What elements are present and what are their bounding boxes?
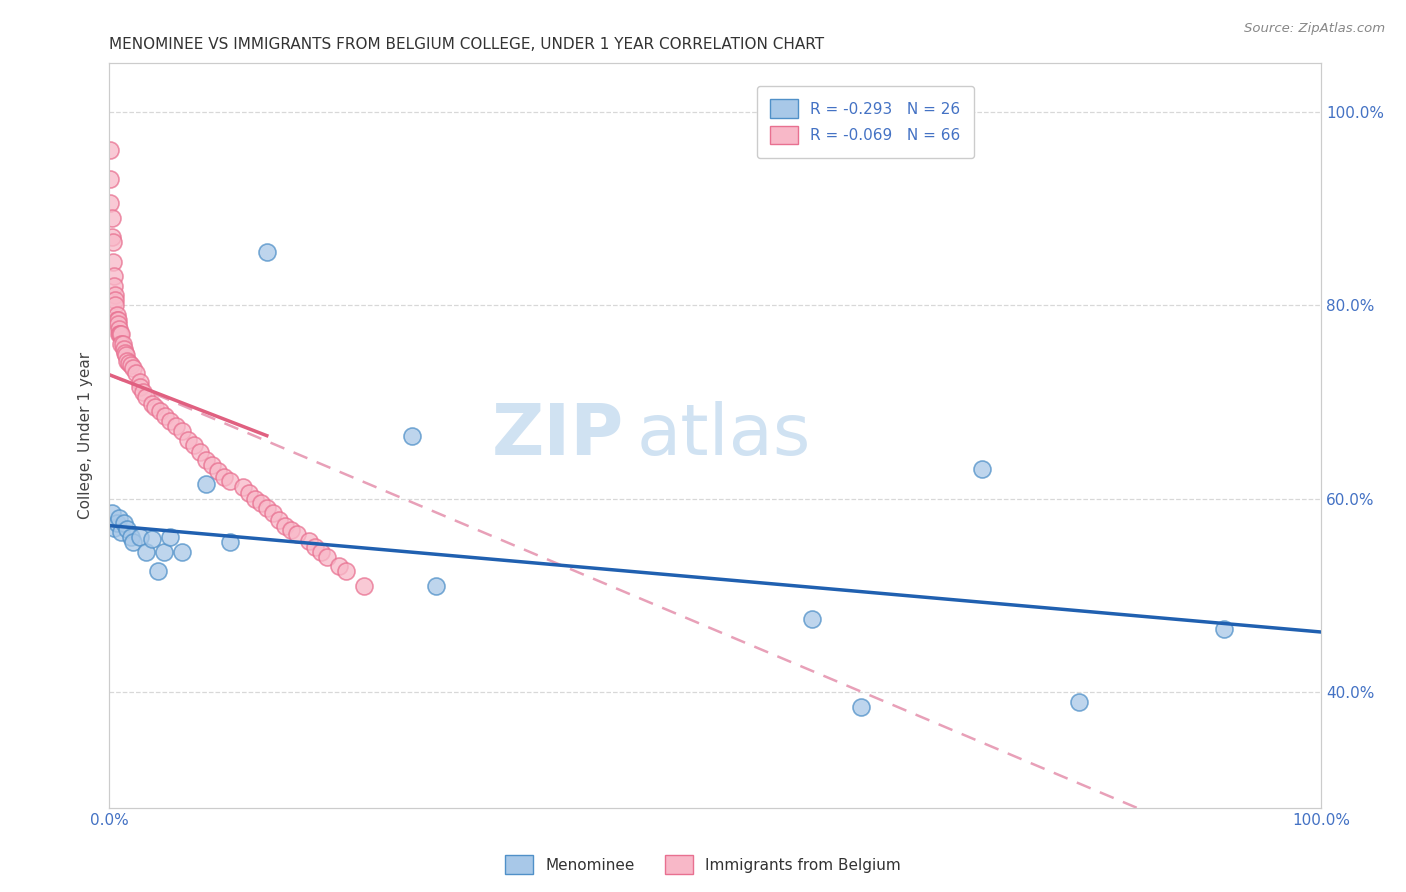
Point (100, 196, 122, 211)
Point (114, 346, 136, 360)
Y-axis label: College, Under 1 year: College, Under 1 year (79, 352, 93, 519)
Point (141, 397, 163, 411)
Point (274, 518, 297, 533)
Text: atlas: atlas (637, 401, 811, 470)
Point (101, 254, 124, 268)
Point (100, 211, 122, 225)
Point (112, 516, 135, 530)
Point (238, 485, 260, 500)
Point (100, 143, 122, 157)
Point (125, 366, 148, 380)
Point (104, 293, 127, 308)
Point (177, 434, 200, 448)
Point (335, 564, 357, 578)
Point (316, 549, 339, 564)
Point (122, 360, 145, 375)
Point (159, 414, 181, 428)
Point (104, 298, 127, 312)
Point (353, 578, 375, 592)
Point (298, 534, 321, 549)
Legend: R = -0.293   N = 26, R = -0.069   N = 66: R = -0.293 N = 26, R = -0.069 N = 66 (756, 86, 974, 158)
Point (849, 699, 872, 714)
Point (128, 376, 150, 390)
Point (103, 278, 125, 293)
Point (1067, 695, 1090, 709)
Point (107, 318, 129, 332)
Point (207, 465, 229, 479)
Point (152, 545, 174, 559)
Point (243, 491, 266, 506)
Point (111, 336, 134, 351)
Point (183, 438, 205, 452)
Point (219, 535, 242, 549)
Point (256, 501, 278, 516)
Point (188, 445, 211, 459)
Point (128, 530, 150, 544)
Point (120, 530, 142, 544)
Point (108, 322, 131, 336)
Point (267, 513, 290, 527)
Point (103, 268, 125, 283)
Point (146, 564, 169, 578)
Point (120, 358, 142, 372)
Point (143, 400, 166, 414)
Point (195, 477, 218, 491)
Point (112, 342, 135, 356)
Point (105, 516, 128, 530)
Point (117, 523, 139, 537)
Point (232, 480, 254, 494)
Point (110, 336, 132, 351)
Point (110, 327, 132, 342)
Point (110, 525, 132, 540)
Point (401, 428, 423, 442)
Point (107, 312, 129, 326)
Point (201, 458, 224, 472)
Point (108, 511, 131, 525)
Point (128, 380, 150, 394)
Point (170, 545, 193, 559)
Point (117, 354, 139, 368)
Point (249, 496, 271, 510)
Point (219, 474, 242, 488)
Point (153, 409, 176, 424)
Point (304, 540, 326, 554)
Point (135, 390, 157, 404)
Point (101, 235, 124, 249)
Point (256, 244, 278, 259)
Point (195, 452, 218, 467)
Point (108, 327, 131, 342)
Point (262, 506, 284, 520)
Point (115, 348, 138, 362)
Point (104, 288, 127, 302)
Point (117, 356, 139, 370)
Point (122, 535, 145, 549)
Text: MENOMINEE VS IMMIGRANTS FROM BELGIUM COLLEGE, UNDER 1 YEAR CORRELATION CHART: MENOMINEE VS IMMIGRANTS FROM BELGIUM COL… (110, 37, 824, 53)
Point (100, 172, 122, 186)
Point (100, 506, 122, 520)
Point (159, 530, 181, 544)
Point (801, 612, 824, 626)
Point (141, 532, 163, 546)
Point (165, 419, 187, 434)
Legend: Menominee, Immigrants from Belgium: Menominee, Immigrants from Belgium (499, 849, 907, 880)
Point (214, 470, 236, 484)
Point (425, 578, 447, 592)
Text: ZIP: ZIP (492, 401, 624, 470)
Point (1213, 622, 1236, 636)
Point (170, 424, 193, 438)
Point (149, 404, 172, 418)
Point (135, 545, 157, 559)
Point (103, 520, 125, 534)
Point (108, 327, 131, 342)
Point (105, 308, 128, 322)
Point (100, 230, 122, 244)
Point (970, 462, 993, 476)
Point (280, 524, 302, 538)
Point (285, 527, 308, 541)
Text: Source: ZipAtlas.com: Source: ZipAtlas.com (1244, 22, 1385, 36)
Point (328, 559, 350, 574)
Point (105, 312, 128, 326)
Point (132, 385, 155, 400)
Point (311, 545, 333, 559)
